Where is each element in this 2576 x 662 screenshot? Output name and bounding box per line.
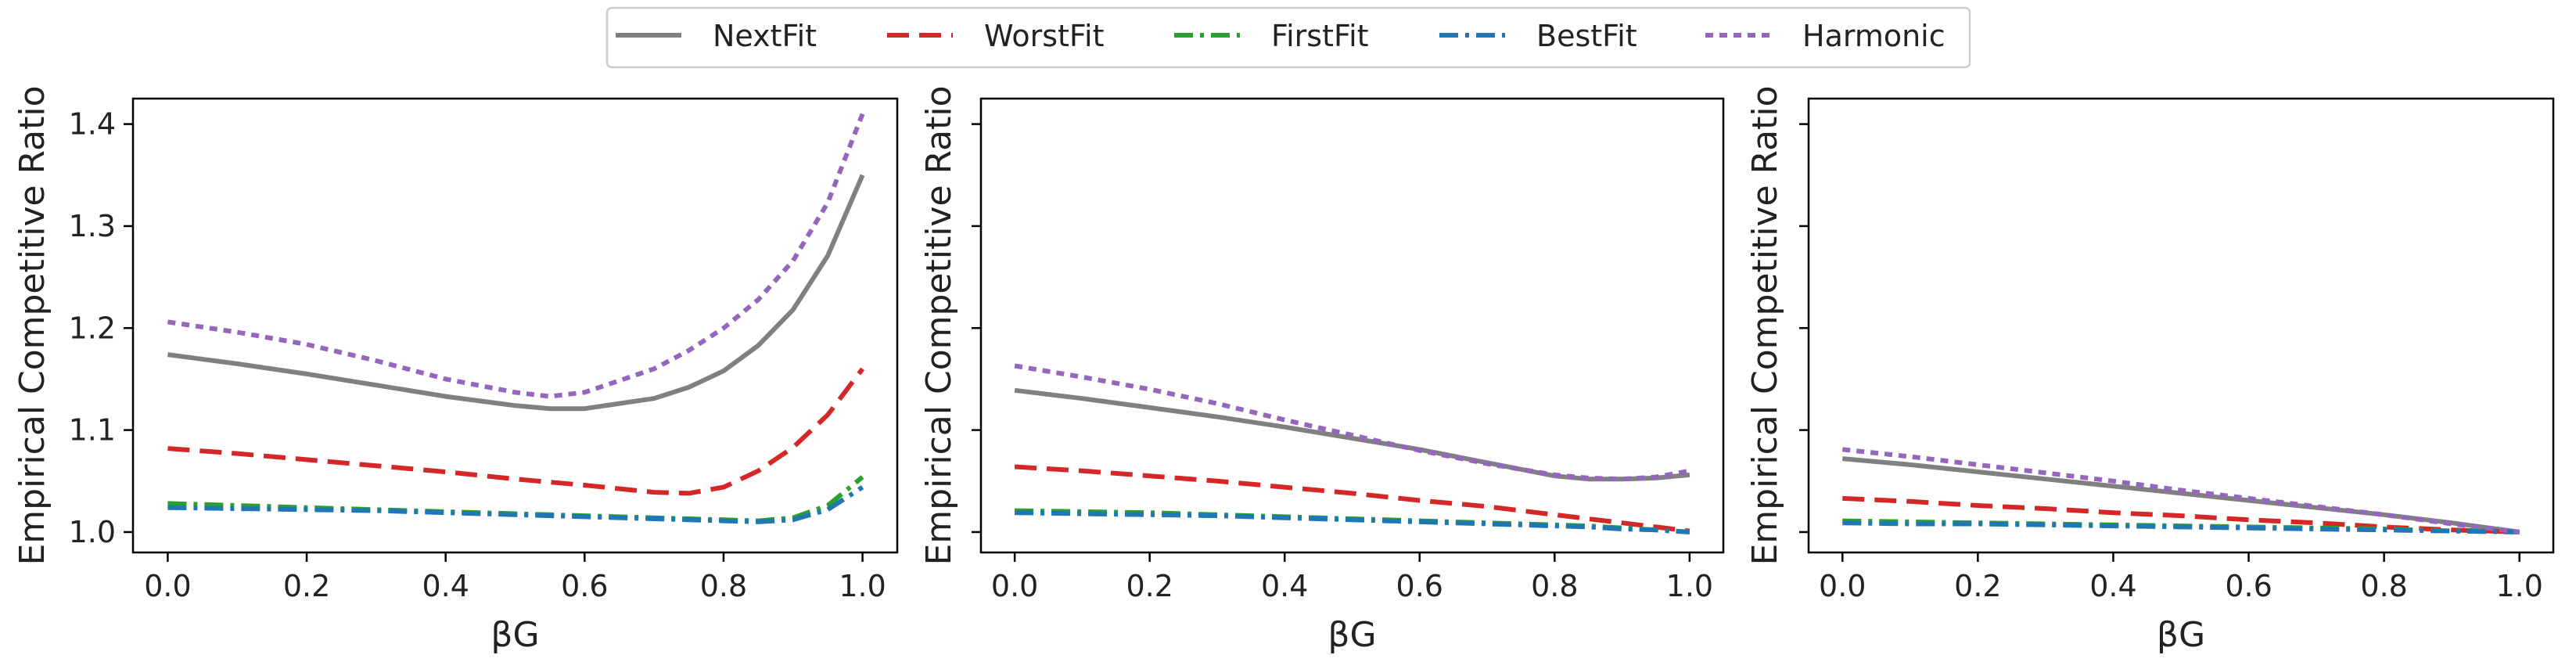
legend-frame <box>605 6 1971 69</box>
x-tick-label: 0.2 <box>283 569 330 603</box>
y-tick-label: 1.0 <box>69 515 116 549</box>
y-tick-label: 1.3 <box>69 209 116 243</box>
y-axis-label: Empirical Competitive Ratio <box>919 85 959 565</box>
x-tick-label: 0.8 <box>1531 569 1578 603</box>
series-line-harmonic <box>167 113 865 399</box>
series-line-bestfit <box>1842 520 2520 534</box>
plot-frame <box>1807 97 2555 554</box>
x-tick-label: 0.6 <box>1396 569 1443 603</box>
x-tick-label: 0.0 <box>991 569 1038 603</box>
series-line-harmonic <box>1841 447 2520 534</box>
y-axis-label: Empirical Competitive Ratio <box>13 85 52 565</box>
y-tick-label: 1.2 <box>69 311 116 345</box>
series-line-nextfit <box>167 174 865 412</box>
x-tick-label: 0.6 <box>561 569 608 603</box>
chart-panel-3: 0.0 0.2 0.4 0.6 0.8 1.0 βG Empirical Competitiv… <box>1745 85 2555 655</box>
x-tick-label: 0.2 <box>1126 569 1173 603</box>
x-tick-label: 0.6 <box>2225 569 2272 603</box>
y-axis-label: Empirical Competitive Ratio <box>1745 85 1785 565</box>
x-axis-label: βG <box>2157 615 2205 655</box>
x-axis-label: βG <box>490 615 539 655</box>
series-line-bestfit <box>1015 510 1690 534</box>
chart-panel-1: 0.0 0.2 0.4 0.6 0.8 1.0 1.0 1.1 1.2 1.3 1.4 βG Empir… <box>13 85 899 655</box>
legend-label-bestfit: BestFit <box>1536 19 1637 53</box>
x-tick-label: 0.8 <box>2360 569 2407 603</box>
x-tick-label: 0.4 <box>1261 569 1308 603</box>
legend-label-firstfit: FirstFit <box>1271 19 1369 53</box>
plot-frame <box>979 97 1725 554</box>
chart-panel-2: 0.0 0.2 0.4 0.6 0.8 1.0 βG Empirical Competitiv… <box>919 85 1725 655</box>
x-tick-label: 1.0 <box>839 569 886 603</box>
x-axis-label: βG <box>1328 615 1376 655</box>
series-line-harmonic <box>1014 363 1690 482</box>
y-tick-label: 1.1 <box>69 413 116 448</box>
plot-frame <box>131 97 899 554</box>
x-tick-label: 0.0 <box>144 569 191 603</box>
x-tick-label: 0.8 <box>700 569 747 603</box>
series-line-bestfit <box>167 485 864 524</box>
x-tick-label: 1.0 <box>2496 569 2543 603</box>
series-line-worstfit <box>167 367 864 496</box>
legend-label-nextfit: NextFit <box>713 19 817 53</box>
legend-label-harmonic: Harmonic <box>1802 19 1945 53</box>
x-tick-label: 0.2 <box>1954 569 2001 603</box>
x-tick-label: 1.0 <box>1666 569 1713 603</box>
x-tick-label: 0.4 <box>2089 569 2136 603</box>
legend-label-worstfit: WorstFit <box>984 19 1104 53</box>
y-tick-label: 1.4 <box>69 107 116 142</box>
series-line-worstfit <box>1014 464 1690 534</box>
x-tick-label: 0.0 <box>1819 569 1866 603</box>
legend: NextFit WorstFit FirstFit BestFit Harmonic <box>605 6 1971 69</box>
x-tick-label: 0.4 <box>422 569 469 603</box>
